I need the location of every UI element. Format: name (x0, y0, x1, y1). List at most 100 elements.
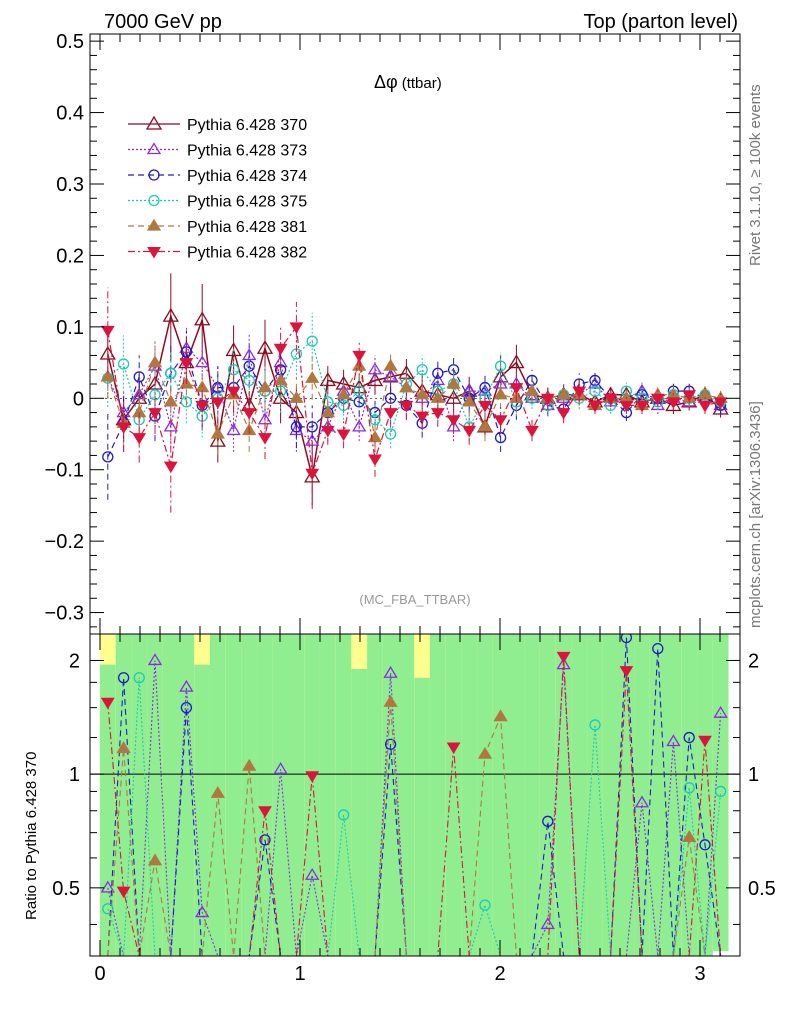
band-inner (162, 634, 179, 956)
band-inner (697, 634, 713, 956)
ratio-ytick-label: 2 (69, 650, 80, 672)
data-point (147, 853, 163, 866)
ratio-series (100, 634, 728, 956)
data-point (148, 169, 160, 181)
band-inner (304, 634, 321, 956)
data-point (650, 393, 665, 406)
band-inner (319, 634, 336, 956)
series-line (107, 360, 721, 438)
data-point (494, 360, 507, 372)
data-point (556, 408, 571, 420)
ratio-ytick-label-right: 1 (748, 764, 759, 786)
ytick-label: −0.3 (45, 603, 84, 625)
band-inner (571, 634, 588, 956)
rivet-label: Rivet 3.1.10, ≥ 100k events (747, 84, 764, 266)
data-point (478, 400, 492, 413)
data-point (384, 392, 397, 404)
ytick-label: 0.4 (56, 103, 84, 125)
data-point (259, 834, 271, 846)
data-point (100, 697, 115, 710)
data-point (133, 672, 145, 684)
data-point (102, 903, 114, 915)
data-point (508, 354, 525, 369)
data-point (509, 383, 524, 395)
data-point (132, 433, 147, 445)
series-line (107, 313, 722, 478)
band-inner (429, 634, 446, 956)
data-point (99, 345, 116, 360)
data-point (242, 408, 257, 420)
band-inner (587, 634, 603, 956)
data-point (165, 367, 177, 379)
data-point (635, 400, 649, 413)
legend-entry-3: Pythia 6.428 374 (128, 168, 307, 185)
data-point (383, 694, 398, 707)
data-point (432, 367, 444, 379)
data-point (210, 785, 225, 798)
ratio-series-5 (100, 651, 722, 956)
data-point (116, 741, 131, 754)
data-point (479, 899, 491, 911)
data-point (320, 425, 335, 438)
energy-label: 7000 GeV pp (104, 11, 222, 33)
data-point (147, 247, 161, 259)
data-point (194, 311, 211, 326)
band-inner (508, 634, 525, 956)
data-point (415, 411, 430, 424)
legend-label: Pythia 6.428 381 (187, 219, 307, 236)
series-1 (99, 273, 729, 506)
legend-entry-2: Pythia 6.428 373 (128, 142, 307, 160)
ytick-label: 0 (73, 388, 84, 410)
data-point (682, 390, 697, 402)
band-inner (477, 634, 493, 956)
xtick-label: 1 (294, 963, 305, 985)
data-point (289, 391, 304, 403)
band-inner (634, 634, 650, 956)
series-line (107, 340, 721, 436)
band-inner (131, 634, 148, 956)
data-point (102, 451, 114, 463)
band-inner (681, 634, 698, 956)
band-inner (335, 634, 352, 956)
data-point (100, 325, 115, 338)
data-point (525, 425, 539, 438)
data-point (306, 335, 318, 347)
legend-label: Pythia 6.428 374 (187, 168, 307, 185)
data-point (384, 428, 397, 440)
data-point (383, 665, 398, 678)
data-point (698, 735, 712, 748)
ratio-series-3 (102, 672, 727, 956)
xtick-label: 2 (494, 963, 505, 985)
band-inner (351, 668, 368, 956)
data-point (290, 421, 303, 433)
axes: −0.3 −0.2 −0.1 0 0.1 0.2 0.3 0.4 0.5 0 1 2 3 0.5 0.5 1 1… (45, 31, 776, 985)
series-4 (102, 312, 727, 449)
data-point (242, 348, 257, 361)
data-point (320, 405, 335, 418)
data-point (446, 376, 461, 389)
data-point (430, 391, 445, 403)
data-point (367, 362, 383, 375)
ratio-frame (89, 633, 741, 957)
data-point (477, 419, 493, 432)
band-inner (398, 634, 415, 956)
data-point (603, 393, 618, 406)
data-point (619, 400, 634, 413)
data-point (242, 758, 257, 771)
band-inner (492, 634, 509, 956)
data-point (556, 651, 571, 664)
legend-entry-6: Pythia 6.428 382 (128, 245, 307, 262)
data-point (415, 387, 430, 400)
series-6 (100, 287, 728, 513)
data-point (180, 346, 193, 358)
ytick-label: 0.5 (56, 31, 84, 53)
data-point (682, 830, 697, 843)
data-point (319, 372, 336, 387)
data-point (430, 408, 445, 420)
data-point (540, 917, 555, 930)
data-point (116, 886, 131, 899)
data-point (336, 429, 351, 441)
data-point (133, 371, 145, 383)
data-point (367, 430, 383, 443)
